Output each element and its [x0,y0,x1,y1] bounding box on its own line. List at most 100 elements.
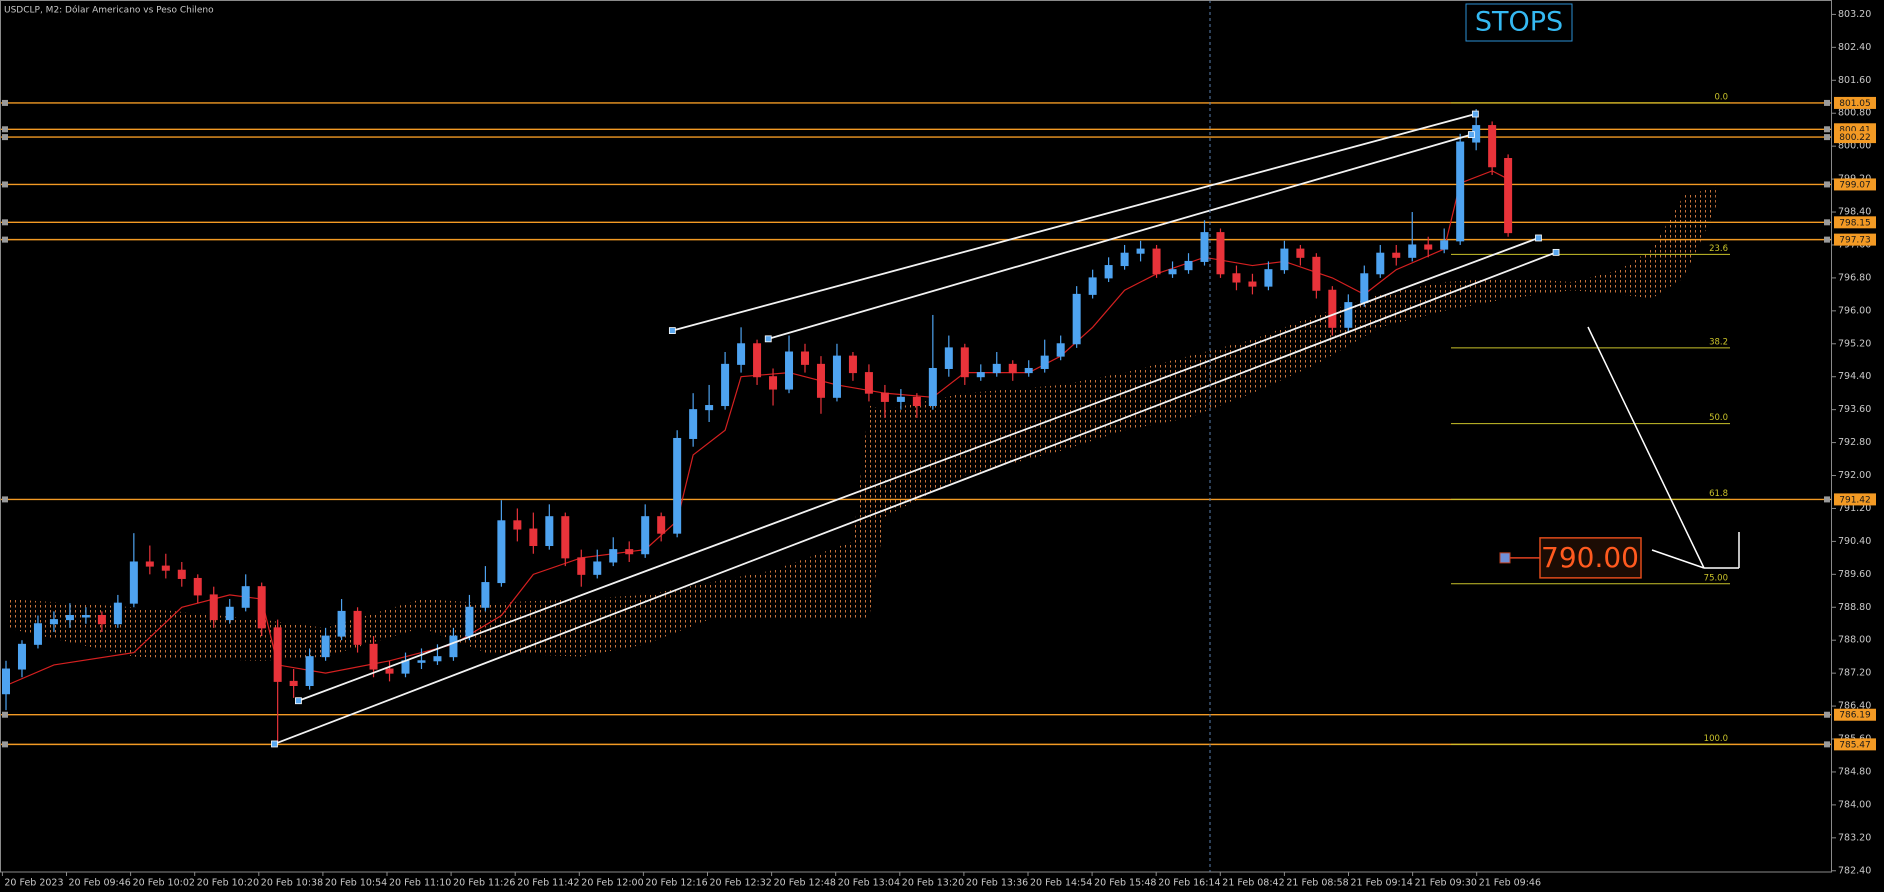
level-handle [2,219,8,226]
price-tag-label: 785.47 [1839,740,1871,750]
y-tick-label: 790.40 [1838,536,1871,547]
price-tag-label: 799.07 [1839,180,1871,190]
candle-body [673,437,682,534]
fib-label: 38.2 [1709,337,1728,347]
y-tick-label: 796.00 [1838,305,1871,316]
x-tick-label: 21 Feb 08:42 [1222,878,1284,889]
channel-anchor [1552,248,1560,256]
y-tick-label: 798.40 [1838,207,1871,218]
candle-body [896,396,905,402]
candle-body [241,586,250,608]
candle-body [689,409,698,439]
candle-body [832,355,841,398]
candle-body [1152,248,1161,275]
candle-body [641,516,650,555]
level-handle [1824,236,1830,243]
candle-body [337,610,346,637]
ichimoku-cloud [6,187,1716,661]
candle-body [1392,252,1401,258]
candle-body [1408,244,1417,258]
candle-body [369,643,378,670]
candle-body [1232,273,1241,283]
candle-body [321,635,330,658]
channel-anchor [295,697,302,705]
price-tag-label: 798.15 [1839,218,1871,228]
level-handle [1824,496,1830,503]
candle-body [2,668,10,695]
y-tick-label: 792.80 [1838,437,1871,448]
y-tick-label: 784.00 [1838,799,1871,810]
arrow-head [1651,549,1705,569]
y-tick-label: 792.00 [1838,470,1871,481]
x-tick-label: 21 Feb 08:58 [1286,878,1348,889]
candle-body [625,549,634,555]
candle-body [97,615,106,625]
y-tick-label: 789.60 [1838,569,1871,580]
candle-body [1216,232,1225,275]
candle-body [753,343,762,378]
candle-body [1504,158,1513,234]
channel-anchor [1467,131,1475,139]
candle-body [305,656,314,686]
level-handle [1824,181,1830,188]
channel-anchor [668,327,676,335]
level-handle [2,134,8,141]
fib-label: 100.0 [1704,734,1728,744]
fib-label: 0.0 [1714,92,1728,102]
candle-body [353,610,362,645]
candle-body [17,643,26,670]
candle-body [1264,269,1273,287]
candle-body [737,343,746,365]
channel-line [767,133,1472,340]
x-tick-label: 21 Feb 09:14 [1351,878,1413,889]
candle-body [161,565,170,571]
channel-line [672,113,1476,332]
x-tick-label: 20 Feb 12:16 [645,878,707,889]
candle-body [497,520,506,584]
x-tick-label: 20 Feb 11:10 [389,878,451,889]
level-handle [1824,99,1830,106]
x-tick-label: 20 Feb 12:48 [774,878,836,889]
candle-body [1056,343,1065,357]
candle-body [289,680,298,686]
y-tick-label: 786.40 [1838,701,1871,712]
plot-border [0,0,1832,873]
candle-body [65,615,74,621]
price-tag-label: 800.22 [1839,133,1871,143]
level-handle [2,496,8,503]
y-tick-label: 800.00 [1838,141,1871,152]
y-tick-label: 784.80 [1838,766,1871,777]
channel-anchor [1535,234,1542,242]
candle-body [433,656,442,662]
x-tick-label: 21 Feb 09:30 [1415,878,1477,889]
x-tick-label: 20 Feb 13:20 [902,878,964,889]
price-tag [1834,233,1876,246]
fib-label: 61.8 [1709,489,1728,499]
x-tick-label: 20 Feb 09:46 [69,878,131,889]
candle-body [705,405,714,411]
candle-body [225,606,234,621]
x-tick-label: 20 Feb 10:54 [325,878,387,889]
candle-body [1168,269,1177,275]
level-handle [2,181,8,188]
candle-body [1040,355,1049,369]
candle-body [209,594,218,621]
candle-body [1248,281,1257,287]
candle-body [529,528,538,547]
target-box [1539,537,1642,579]
candle-body [1024,367,1033,374]
y-tick-label: 796.80 [1838,272,1871,283]
fib-label: 50.0 [1709,413,1728,423]
price-tag [1834,738,1876,751]
candle-body [816,363,825,398]
price-tag-label: 800.41 [1839,125,1871,135]
price-tag-label: 791.42 [1839,495,1871,505]
candle-body [577,557,586,575]
y-tick-label: 802.40 [1838,42,1871,53]
candle-body [1360,273,1369,304]
y-tick-label: 787.20 [1838,668,1871,679]
price-tag [1834,131,1876,144]
x-tick-label: 20 Feb 10:20 [197,878,259,889]
candle-body [785,351,794,390]
